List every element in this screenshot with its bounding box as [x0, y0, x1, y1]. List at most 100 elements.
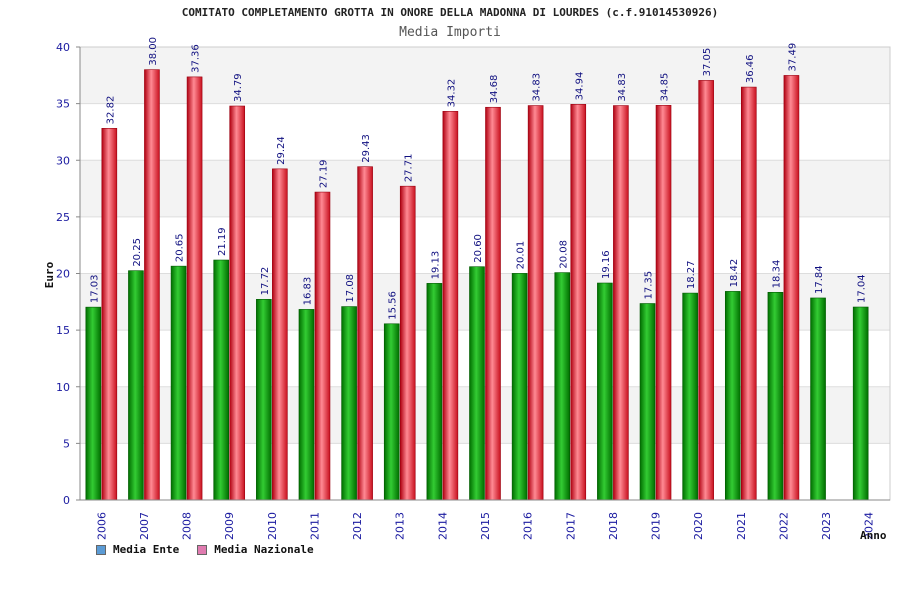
x-tick-label: 2006	[95, 512, 108, 540]
data-label: 37.05	[702, 48, 713, 77]
bar-media-ente	[128, 270, 144, 501]
bar-media-ente	[341, 306, 357, 501]
legend-label-ente: Media Ente	[113, 543, 180, 556]
y-tick-label: 30	[56, 154, 70, 167]
data-label: 16.83	[302, 277, 313, 306]
bar-media-ente	[426, 283, 443, 501]
data-label: 37.36	[191, 44, 202, 73]
x-tick-label: 2016	[522, 512, 535, 540]
data-label: 29.24	[276, 136, 287, 165]
y-tick-label: 5	[63, 437, 70, 450]
legend: Media Ente Media Nazionale	[96, 543, 314, 556]
x-tick-label: 2009	[223, 512, 236, 540]
data-label: 18.34	[771, 260, 782, 289]
data-label: 34.85	[660, 73, 671, 102]
bar-media-nazionale	[698, 80, 714, 501]
data-label: 20.01	[516, 241, 527, 270]
bar-media-ente	[511, 273, 528, 501]
bar-media-nazionale	[101, 128, 118, 501]
data-label: 34.83	[532, 73, 543, 102]
data-label: 15.56	[388, 291, 399, 320]
data-label: 37.49	[787, 43, 798, 72]
data-label: 20.65	[175, 233, 186, 262]
y-axis-title: Euro	[43, 261, 56, 288]
bar-media-ente	[682, 292, 698, 501]
y-axis: 0 5 10 15 20 25 30 35 40	[56, 41, 81, 507]
data-label: 34.79	[233, 73, 244, 102]
x-tick-label: 2021	[735, 512, 748, 540]
bar-media-ente	[383, 323, 400, 501]
x-tick-label: 2007	[138, 512, 151, 540]
data-label: 18.42	[729, 259, 740, 288]
y-tick-label: 25	[56, 211, 70, 224]
legend-swatch-nazionale	[197, 544, 208, 555]
bar-media-nazionale	[570, 104, 587, 501]
y-tick-label: 0	[63, 494, 70, 507]
bar-media-ente	[469, 266, 485, 501]
data-label: 27.19	[318, 159, 329, 188]
data-label: 19.13	[430, 251, 441, 280]
bar-media-nazionale	[272, 168, 288, 501]
bar-media-ente	[256, 299, 272, 501]
data-label: 27.71	[404, 154, 415, 183]
legend-swatch-ente	[96, 544, 106, 555]
bar-media-ente	[170, 265, 187, 501]
data-label: 34.94	[574, 72, 585, 101]
y-tick-label: 15	[56, 324, 70, 337]
bar-media-nazionale	[655, 105, 672, 501]
data-label: 38.00	[148, 37, 159, 66]
x-tick-label: 2022	[777, 512, 790, 540]
x-tick-label: 2024	[863, 512, 876, 540]
data-label: 34.32	[446, 79, 457, 108]
legend-label-nazionale: Media Nazionale	[214, 543, 314, 556]
data-label: 20.25	[132, 238, 143, 267]
data-label: 17.72	[260, 267, 271, 296]
x-tick-label: 2011	[308, 512, 321, 540]
chart-title: COMITATO COMPLETAMENTO GROTTA IN ONORE D…	[181, 6, 719, 19]
data-label: 32.82	[105, 96, 116, 125]
bar-media-nazionale	[527, 105, 544, 501]
bar-media-ente	[597, 282, 613, 501]
bar-media-ente	[639, 303, 656, 501]
data-label: 21.19	[217, 227, 228, 256]
bar-media-nazionale	[314, 191, 331, 501]
x-tick-label: 2023	[820, 512, 833, 540]
bar-media-ente	[810, 297, 826, 501]
x-tick-label: 2014	[436, 512, 449, 540]
data-label: 36.46	[745, 54, 756, 83]
legend-item-ente: Media Ente	[96, 543, 179, 556]
bar-media-ente	[852, 306, 869, 501]
data-label: 34.83	[617, 73, 628, 102]
bar-media-nazionale	[399, 185, 416, 501]
data-label: 29.43	[361, 134, 372, 163]
bar-media-nazionale	[783, 75, 800, 501]
x-tick-label: 2010	[266, 512, 279, 540]
data-label: 18.27	[686, 260, 697, 289]
bar-media-nazionale	[357, 166, 373, 501]
y-tick-label: 40	[56, 41, 70, 54]
y-tick-label: 20	[56, 268, 70, 281]
legend-item-nazionale: Media Nazionale	[197, 543, 314, 556]
data-label: 17.03	[89, 274, 100, 303]
x-tick-label: 2020	[692, 512, 705, 540]
x-tick-label: 2012	[351, 512, 364, 540]
bar-media-ente	[724, 291, 741, 501]
data-label: 20.60	[473, 234, 484, 263]
data-label: 20.08	[558, 240, 569, 269]
bar-media-nazionale	[740, 86, 757, 501]
chart-subtitle: Media Importi	[399, 25, 501, 40]
data-label: 19.16	[601, 250, 612, 279]
bar-media-ente	[298, 309, 315, 501]
bar-media-ente	[213, 259, 230, 501]
x-tick-label: 2019	[650, 512, 663, 540]
x-tick-label: 2013	[394, 512, 407, 540]
x-tick-label: 2017	[564, 512, 577, 540]
bar-media-nazionale	[485, 106, 501, 501]
data-label: 17.84	[814, 265, 825, 294]
bar-media-ente	[554, 272, 571, 501]
x-axis: 2006 2007 2008 2009 2010 2011 2012 2013 2014 2015…	[80, 499, 890, 540]
y-tick-label: 35	[56, 98, 70, 111]
bar-media-nazionale	[442, 111, 459, 501]
data-label: 17.08	[345, 274, 356, 303]
